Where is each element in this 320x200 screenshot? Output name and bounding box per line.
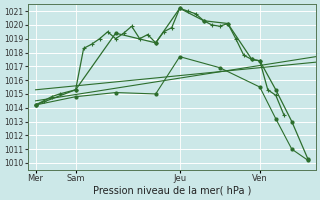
X-axis label: Pression niveau de la mer( hPa ): Pression niveau de la mer( hPa )	[92, 186, 251, 196]
